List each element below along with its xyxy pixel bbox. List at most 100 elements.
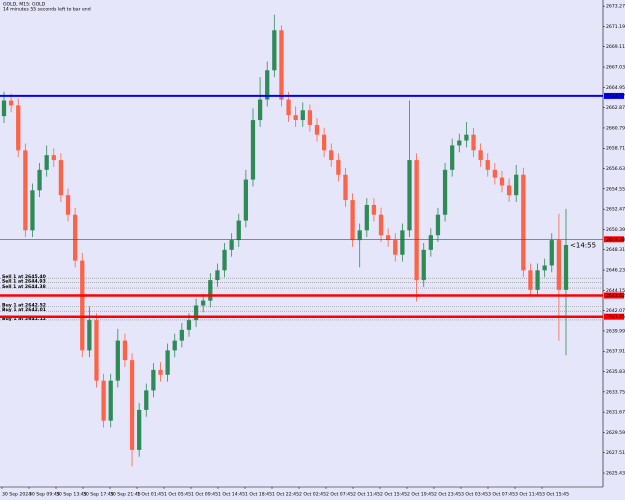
x-tick-label: 30 Sep 2024 bbox=[2, 492, 31, 498]
candle-body bbox=[321, 134, 327, 151]
x-tick-label: 2 Oct 23:45 bbox=[434, 492, 461, 498]
order-label: Sell 1 at 2644.38 bbox=[2, 284, 46, 290]
candle-body bbox=[51, 155, 56, 161]
x-tick-label: 30 Sep 09:45 bbox=[29, 492, 60, 498]
candle-body bbox=[343, 174, 348, 201]
order-label: Buy 1 at 2642.01 bbox=[2, 307, 46, 313]
y-tick-label: 2625.43 bbox=[606, 471, 625, 477]
candle-body bbox=[236, 220, 241, 241]
candle-body bbox=[450, 145, 455, 170]
candle-body bbox=[16, 105, 21, 151]
candle-body bbox=[400, 230, 405, 255]
y-tick-label: 2629.59 bbox=[606, 430, 625, 436]
candle-body bbox=[378, 214, 384, 236]
candle-body bbox=[94, 320, 99, 381]
x-tick-label: 3 Oct 03:45 bbox=[461, 492, 488, 498]
candle-body bbox=[492, 169, 497, 178]
x-tick-label: 2 Oct 19:45 bbox=[407, 492, 434, 498]
candle-body bbox=[428, 235, 433, 250]
x-tick-label: 2 Oct 07:45 bbox=[326, 492, 353, 498]
candle-body bbox=[80, 260, 85, 351]
candle-body bbox=[257, 99, 263, 121]
order-label: Sell 1 at 2645.40 bbox=[2, 274, 46, 280]
y-tick-label: 2662.87 bbox=[606, 105, 625, 111]
y-tick-label: 2633.75 bbox=[606, 389, 625, 395]
x-tick-label: 30 Sep 17:45 bbox=[83, 492, 114, 498]
order-label: Buy 1 at 2642.52 bbox=[2, 302, 46, 308]
candle-body bbox=[44, 155, 49, 170]
price-level-label: 2649.38 bbox=[606, 237, 625, 243]
candle-body bbox=[165, 350, 170, 375]
x-tick-label: 1 Oct 01:45 bbox=[137, 492, 164, 498]
candle-body bbox=[193, 305, 199, 321]
candle-body bbox=[1, 100, 7, 117]
candle-body bbox=[279, 30, 284, 100]
candle-body bbox=[549, 240, 554, 266]
x-tick-label: 3 Oct 07:45 bbox=[488, 492, 515, 498]
price-level-box bbox=[604, 92, 624, 99]
x-tick-label: 2 Oct 15:45 bbox=[380, 492, 407, 498]
candle-body bbox=[8, 100, 14, 106]
y-tick-label: 2669.11 bbox=[606, 44, 625, 50]
x-tick-label: 1 Oct 14:45 bbox=[218, 492, 245, 498]
x-tick-label: 1 Oct 22:45 bbox=[272, 492, 299, 498]
candle-body bbox=[364, 204, 369, 231]
candle-body bbox=[122, 340, 128, 361]
candle-body bbox=[499, 177, 505, 186]
candle-body bbox=[23, 150, 28, 231]
candle-body bbox=[272, 30, 277, 71]
candle-body bbox=[172, 340, 177, 351]
x-tick-label: 30 Sep 21:45 bbox=[110, 492, 141, 498]
candle-body bbox=[386, 235, 391, 241]
candle-body bbox=[265, 70, 270, 100]
candle-body bbox=[307, 110, 313, 125]
price-level-box bbox=[604, 313, 624, 320]
candle-body bbox=[329, 150, 334, 161]
candle-body bbox=[542, 265, 547, 271]
candle-body bbox=[87, 320, 92, 351]
candle-body bbox=[37, 169, 42, 191]
candle-body bbox=[108, 380, 113, 421]
candle-body bbox=[293, 115, 298, 121]
candle-body bbox=[528, 270, 533, 290]
price-level-box bbox=[604, 292, 624, 299]
y-tick-label: 2639.99 bbox=[606, 328, 625, 334]
price-level-label: 2664.07 bbox=[606, 93, 625, 99]
y-tick-label: 2667.03 bbox=[606, 65, 625, 71]
candle-body bbox=[407, 160, 412, 231]
y-tick-label: 2635.83 bbox=[606, 369, 625, 375]
y-tick-label: 2627.51 bbox=[606, 450, 625, 456]
candle-body bbox=[414, 160, 419, 281]
y-tick-label: 2664.95 bbox=[606, 85, 625, 91]
candle-body bbox=[300, 110, 305, 121]
candle-body bbox=[393, 240, 398, 255]
y-tick-label: 2637.91 bbox=[606, 349, 625, 355]
candle-body bbox=[535, 270, 540, 290]
order-label: Sell 1 at 2644.93 bbox=[2, 279, 46, 285]
y-tick-label: 2658.71 bbox=[606, 146, 625, 152]
order-label: Buy 1 at 2641.12 bbox=[2, 316, 46, 322]
candle-body bbox=[222, 249, 227, 271]
candle-body bbox=[243, 179, 249, 221]
candle-body bbox=[201, 300, 206, 306]
candle-body bbox=[506, 185, 512, 196]
candle-body bbox=[563, 244, 569, 290]
candle-body bbox=[521, 174, 526, 271]
chart-title: GOLD, M15: GOLD bbox=[3, 2, 46, 8]
y-tick-label: 2654.55 bbox=[606, 186, 625, 192]
chart-subtitle: 14 minutes 55 seconds left to bar end bbox=[3, 7, 91, 13]
candle-body bbox=[485, 160, 490, 170]
candle-body bbox=[357, 230, 362, 241]
y-tick-label: 2673.27 bbox=[606, 4, 625, 10]
candle-body bbox=[151, 369, 156, 391]
candle-body bbox=[556, 240, 562, 290]
candle-body bbox=[65, 195, 71, 215]
x-tick-label: 3 Oct 11:45 bbox=[515, 492, 542, 498]
candle-body bbox=[73, 214, 78, 261]
candle-body bbox=[435, 214, 441, 236]
y-tick-label: 2660.79 bbox=[606, 125, 625, 131]
x-tick-label: 30 Sep 13:45 bbox=[56, 492, 87, 498]
price-level-label: 2641.45 bbox=[606, 314, 625, 320]
x-tick-label: 2 Oct 11:45 bbox=[353, 492, 380, 498]
